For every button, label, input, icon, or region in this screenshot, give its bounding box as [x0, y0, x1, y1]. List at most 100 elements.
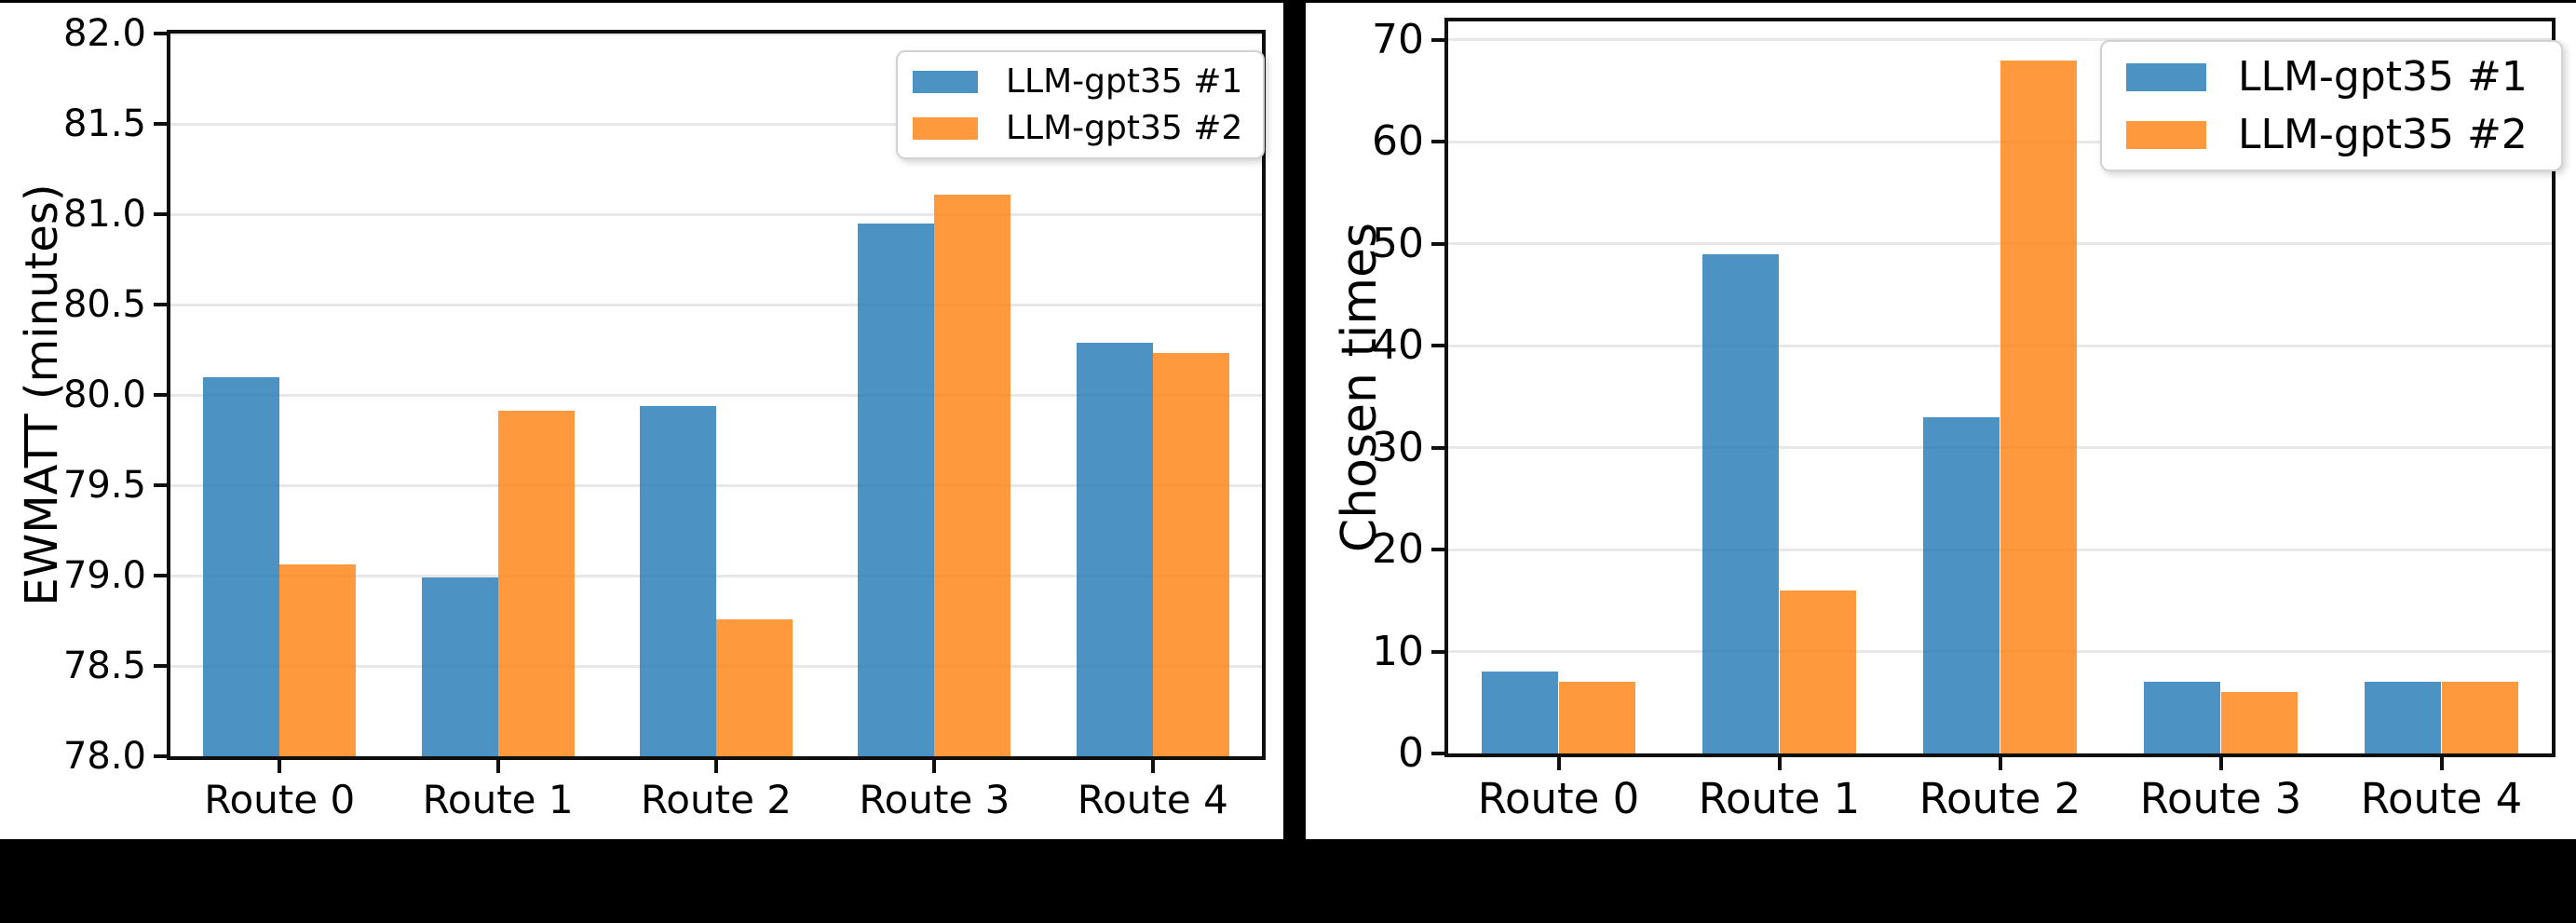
x-tick-mark — [278, 760, 282, 773]
bar-route4-series-2 — [2441, 682, 2519, 753]
bar-route0-series-1 — [203, 376, 280, 756]
bar-route2-series-1 — [639, 405, 716, 756]
y-tick-mark — [154, 574, 167, 577]
bar-route0-series-1 — [1481, 672, 1559, 753]
y-tick-label: 50 — [1372, 219, 1424, 267]
y-tick-label: 81.5 — [62, 102, 146, 145]
y-tick-mark — [154, 303, 167, 306]
y-tick-mark — [154, 122, 167, 126]
y-tick-mark — [1431, 649, 1444, 654]
gridline — [170, 34, 1262, 35]
gridline — [170, 483, 1262, 487]
legend-label-series-2: LLM-gpt35 #2 — [1006, 108, 1243, 147]
legend-swatch-series-1 — [2126, 62, 2206, 91]
bar-route2-series-1 — [1922, 416, 2000, 753]
legend-label-series-1: LLM-gpt35 #1 — [1006, 61, 1243, 101]
x-tick-mark — [1556, 757, 1561, 770]
x-tick-label: Route 3 — [2139, 774, 2302, 823]
x-tick-mark — [1150, 760, 1155, 773]
y-tick-mark — [154, 212, 167, 216]
bar-route4-series-1 — [2364, 682, 2442, 753]
legend-label-series-1: LLM-gpt35 #1 — [2238, 52, 2528, 101]
legend-swatch-series-2 — [2126, 120, 2206, 149]
x-tick-label: Route 1 — [1698, 774, 1861, 823]
right-chart-panel: Chosen times LLM-gpt35 #1 LLM-gpt35 #2 0… — [1306, 3, 2576, 839]
y-axis-label: Chosen times — [1332, 222, 1388, 553]
bar-route0-series-2 — [279, 564, 357, 756]
bar-route1-series-1 — [421, 577, 498, 756]
bar-route1-series-1 — [1702, 253, 1780, 753]
y-tick-mark — [1431, 37, 1444, 42]
y-tick-label: 30 — [1372, 423, 1424, 471]
bar-route3-series-1 — [2143, 682, 2221, 753]
bar-route4-series-2 — [1152, 353, 1229, 756]
x-tick-mark — [495, 760, 500, 773]
y-tick-label: 40 — [1372, 321, 1424, 370]
y-tick-mark — [1431, 548, 1444, 552]
legend-entry: LLM-gpt35 #2 — [913, 105, 1263, 152]
y-tick-mark — [1431, 344, 1444, 348]
y-tick-mark — [154, 393, 167, 397]
bar-route3-series-1 — [858, 223, 935, 756]
y-tick-label: 79.0 — [62, 554, 146, 597]
x-tick-label: Route 0 — [1477, 774, 1640, 823]
x-tick-label: Route 2 — [641, 777, 792, 822]
gridline — [170, 212, 1262, 216]
y-tick-label: 20 — [1372, 525, 1424, 574]
y-tick-mark — [1431, 445, 1444, 450]
y-tick-label: 78.5 — [62, 645, 146, 687]
y-tick-mark — [154, 32, 167, 35]
y-tick-label: 0 — [1398, 729, 1424, 777]
gridline — [170, 122, 1262, 126]
legend-swatch-series-2 — [913, 116, 978, 140]
y-tick-label: 82.0 — [62, 12, 146, 55]
y-tick-label: 80.0 — [62, 373, 146, 416]
legend: LLM-gpt35 #1 LLM-gpt35 #2 — [2100, 40, 2563, 171]
x-tick-mark — [1998, 757, 2002, 770]
legend-entry: LLM-gpt35 #1 — [2126, 48, 2561, 106]
bar-route4-series-1 — [1076, 342, 1153, 756]
y-tick-label: 78.0 — [62, 735, 146, 778]
bar-route1-series-2 — [1779, 590, 1857, 753]
x-tick-label: Route 0 — [204, 777, 356, 822]
x-tick-mark — [1777, 757, 1782, 770]
y-tick-mark — [154, 483, 167, 487]
y-tick-label: 80.5 — [62, 283, 146, 326]
bar-route3-series-2 — [934, 194, 1011, 756]
y-tick-label: 79.5 — [62, 464, 146, 507]
y-tick-mark — [1431, 140, 1444, 144]
y-tick-mark — [154, 754, 167, 758]
bar-route0-series-2 — [1558, 682, 1636, 753]
legend-entry: LLM-gpt35 #2 — [2126, 106, 2561, 164]
bar-route2-series-2 — [2000, 60, 2078, 753]
x-tick-mark — [714, 760, 718, 773]
y-tick-mark — [1431, 241, 1444, 246]
y-tick-label: 81.0 — [62, 193, 146, 236]
legend-swatch-series-1 — [913, 70, 978, 93]
bar-route2-series-2 — [716, 618, 793, 756]
left-chart-panel: EWMATT (minutes) LLM-gpt35 #1 LLM-gpt35 … — [0, 3, 1283, 839]
legend-label-series-2: LLM-gpt35 #2 — [2238, 110, 2528, 158]
y-tick-mark — [1431, 752, 1444, 755]
y-tick-label: 10 — [1372, 627, 1424, 675]
bar-route1-series-2 — [497, 411, 575, 756]
bar-route3-series-2 — [2220, 692, 2298, 753]
x-tick-label: Route 4 — [1077, 777, 1228, 822]
gridline — [170, 574, 1262, 577]
y-tick-label: 60 — [1372, 117, 1424, 166]
x-tick-mark — [932, 760, 937, 773]
x-tick-label: Route 1 — [422, 777, 574, 822]
gridline — [170, 393, 1262, 397]
x-tick-label: Route 4 — [2360, 774, 2523, 823]
y-tick-mark — [154, 664, 167, 668]
y-tick-label: 70 — [1372, 15, 1424, 63]
legend-entry: LLM-gpt35 #1 — [913, 59, 1263, 105]
legend: LLM-gpt35 #1 LLM-gpt35 #2 — [896, 50, 1265, 159]
x-tick-label: Route 2 — [1918, 774, 2081, 823]
x-tick-mark — [2218, 757, 2223, 770]
gridline — [1448, 38, 2552, 42]
gridline — [170, 303, 1262, 306]
x-tick-label: Route 3 — [859, 777, 1010, 822]
x-tick-mark — [2439, 757, 2444, 770]
